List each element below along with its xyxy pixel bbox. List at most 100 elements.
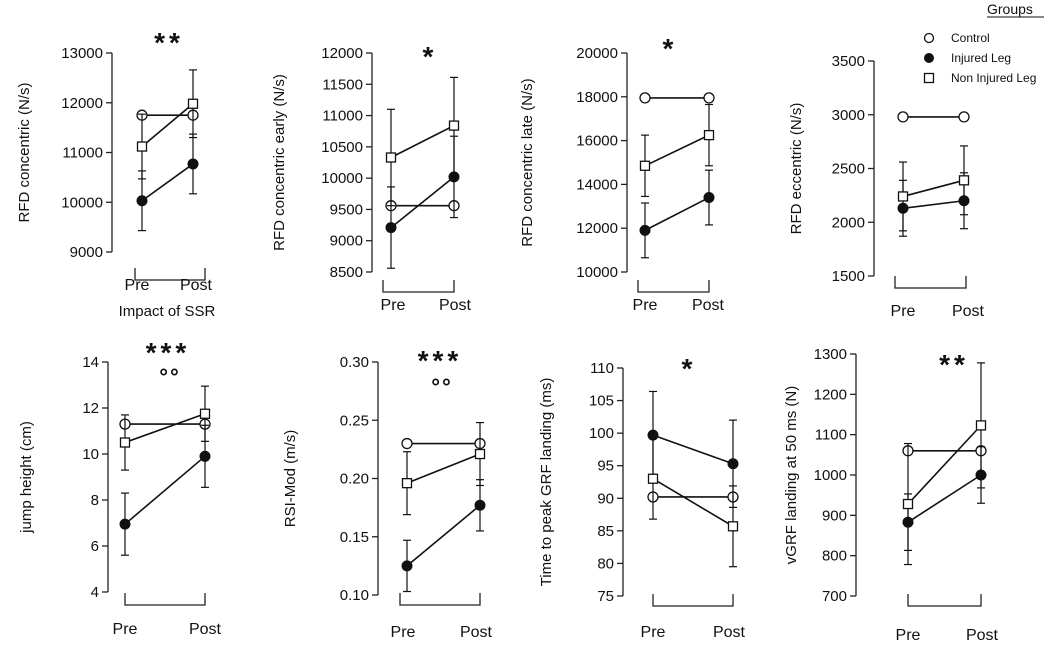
y-tick-label: 10000: [321, 170, 363, 187]
y-tick-label: 100: [589, 425, 614, 442]
y-tick-label: 800: [822, 548, 847, 565]
y-tick-label: 80: [597, 555, 614, 572]
chart-panel-3: 10000 12000 14000 16000 18000 20000 RFD concen…: [519, 33, 725, 314]
data-point-injured-leg: [187, 158, 199, 170]
series-line-non-injured-leg: [141, 103, 194, 148]
data-point-injured-leg: [199, 450, 211, 462]
y-tick-label: 9000: [330, 233, 363, 250]
y-tick-label: 2500: [832, 161, 865, 178]
series-line-non-injured-leg: [644, 134, 710, 167]
x-tick-label: Post: [952, 303, 985, 320]
legend-label-non-injured: Non Injured Leg: [951, 71, 1036, 85]
y-tick-label: 12: [82, 400, 99, 417]
data-point-control: [401, 437, 413, 450]
chart-panel-8: 700 800 900 1000 1100 1200 1300 vGRF landing at…: [783, 346, 999, 644]
y-axis-label: RFD concentric late (N/s): [519, 78, 536, 246]
x-tick-label: Post: [692, 297, 725, 314]
x-axis-bracket: [894, 276, 967, 289]
data-point-control: [639, 92, 651, 104]
legend-label-injured: Injured Leg: [951, 51, 1011, 65]
y-tick-label: 20000: [576, 45, 618, 62]
data-point-control: [897, 111, 909, 123]
series-line-injured-leg: [141, 163, 194, 202]
significance-mark: **: [939, 349, 969, 380]
x-tick-label: Pre: [113, 621, 138, 638]
data-point-injured-leg: [474, 499, 486, 511]
x-axis-bracket: [907, 594, 982, 607]
series-line-injured-leg: [406, 504, 481, 567]
y-tick-label: 900: [822, 507, 847, 524]
series-line-non-injured-leg: [124, 412, 206, 444]
series-line-injured-leg: [652, 434, 734, 465]
y-tick-label: 8500: [330, 264, 363, 281]
data-point-non-injured-leg: [897, 191, 909, 202]
data-point-injured-leg: [119, 518, 131, 530]
y-tick-label: 18000: [576, 89, 618, 106]
x-tick-label: Pre: [381, 297, 406, 314]
data-point-injured-leg: [401, 560, 413, 572]
x-tick-label: Pre: [896, 627, 921, 644]
significance-mark: *: [423, 41, 438, 72]
x-axis-bracket: [399, 593, 481, 606]
y-axis-label: jump height (cm): [18, 421, 35, 534]
data-point-non-injured-leg: [199, 408, 211, 419]
y-tick-label: 10000: [576, 264, 618, 281]
y-axis-label: RFD concentric (N/s): [16, 82, 33, 222]
y-axis-label: RFD concentric early (N/s): [271, 74, 288, 251]
data-point-non-injured-leg: [385, 152, 397, 163]
x-axis-bracket: [124, 593, 206, 606]
data-point-non-injured-leg: [727, 521, 739, 532]
significance-mark: **: [154, 27, 184, 58]
series-line-injured-leg: [902, 199, 965, 210]
y-tick-label: 11000: [322, 108, 363, 125]
y-tick-label: 9500: [330, 201, 363, 218]
legend-marker-control: [923, 32, 935, 44]
x-axis-bracket: [652, 594, 734, 607]
series-line-non-injured-leg: [902, 179, 965, 198]
x-tick-label: Post: [180, 277, 213, 294]
data-point-non-injured-leg: [136, 141, 148, 152]
significance-mark: *: [663, 33, 678, 64]
y-tick-label: 8: [91, 492, 99, 509]
y-tick-label: 105: [589, 393, 614, 410]
chart-panel-2: 8500 9000 9500 10000 10500 11000 11500 12000 RFD…: [271, 41, 472, 314]
y-tick-label: 11500: [322, 76, 363, 93]
data-point-non-injured-leg: [448, 120, 460, 131]
y-tick-label: 0.15: [340, 529, 369, 546]
y-tick-label: 2000: [832, 214, 865, 231]
x-tick-label: Post: [189, 621, 222, 638]
data-point-non-injured-leg: [119, 437, 131, 448]
y-tick-label: 3500: [832, 53, 865, 70]
data-point-injured-leg: [136, 195, 148, 207]
y-tick-label: 1500: [832, 268, 865, 285]
y-tick-label: 1200: [814, 386, 847, 403]
y-tick-label: 9000: [70, 244, 103, 261]
data-point-control: [958, 111, 970, 123]
y-tick-label: 110: [590, 360, 614, 377]
y-tick-label: 95: [597, 458, 614, 475]
y-tick-label: 700: [822, 588, 847, 605]
x-tick-label: Post: [439, 297, 472, 314]
y-tick-label: 3000: [832, 107, 865, 124]
y-tick-label: 12000: [576, 220, 618, 237]
x-tick-label: Pre: [641, 624, 666, 641]
secondary-significance-mark: °°: [159, 364, 181, 389]
x-tick-label: Pre: [633, 297, 658, 314]
y-tick-label: 75: [597, 588, 614, 605]
y-axis-label: Time to peak GRF landing (ms): [538, 378, 555, 587]
y-tick-label: 0.25: [340, 412, 369, 429]
data-point-injured-leg: [727, 458, 739, 470]
y-tick-label: 1100: [815, 427, 847, 444]
data-point-non-injured-leg: [639, 160, 651, 171]
data-point-non-injured-leg: [474, 448, 486, 460]
x-tick-label: Post: [966, 627, 999, 644]
data-point-control: [703, 92, 715, 104]
y-axis-label: vGRF landing at 50 ms (N): [783, 386, 800, 564]
significance-mark: *: [682, 353, 697, 384]
y-axis-label: RFD eccentric (N/s): [788, 103, 805, 235]
x-tick-label: Post: [713, 624, 746, 641]
y-tick-label: 1000: [814, 467, 847, 484]
y-tick-label: 4: [91, 584, 99, 601]
data-point-non-injured-leg: [703, 129, 715, 141]
